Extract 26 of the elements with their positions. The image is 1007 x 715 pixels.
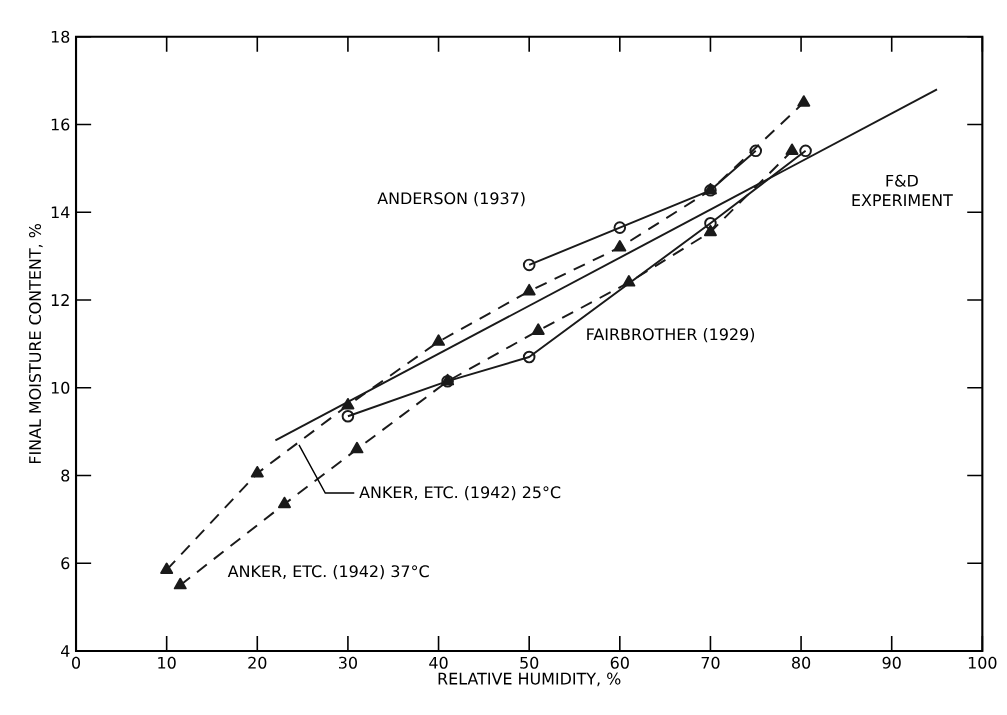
x-tick-label: 100 (968, 656, 997, 669)
x-tick-label: 70 (701, 656, 720, 669)
y-tick-label: 16 (51, 118, 70, 131)
y-tick-label: 14 (51, 206, 70, 219)
annotation: ANKER, ETC. (1942) 25°C (359, 485, 561, 501)
x-tick-label: 30 (339, 656, 357, 669)
y-tick-label: 12 (51, 294, 69, 306)
y-tick-label: 6 (61, 557, 70, 570)
annotation: ANKER, ETC. (1942) 37°C (227, 564, 429, 580)
x-tick-label: 20 (248, 656, 267, 669)
y-axis-title: FINAL MOISTURE CONTENT, % (29, 224, 43, 464)
y-tick-label: 18 (51, 30, 70, 43)
x-tick-label: 50 (520, 656, 539, 669)
y-tick-label: 8 (61, 469, 70, 482)
x-tick-label: 10 (158, 656, 176, 669)
annotation: ANDERSON (1937) (377, 192, 525, 207)
x-axis-title: RELATIVE HUMIDITY, % (438, 672, 621, 687)
y-tick-label: 4 (61, 645, 70, 657)
x-tick-label: 80 (792, 656, 811, 669)
x-tick-label: 90 (882, 656, 901, 669)
x-tick-label: 40 (429, 656, 448, 669)
x-tick-label: 60 (610, 656, 629, 669)
annotation: FAIRBROTHER (1929) (587, 328, 755, 343)
x-tick-label: 0 (72, 656, 81, 669)
y-tick-label: 10 (51, 381, 70, 394)
annotation: F&D EXPERIMENT (852, 174, 953, 206)
